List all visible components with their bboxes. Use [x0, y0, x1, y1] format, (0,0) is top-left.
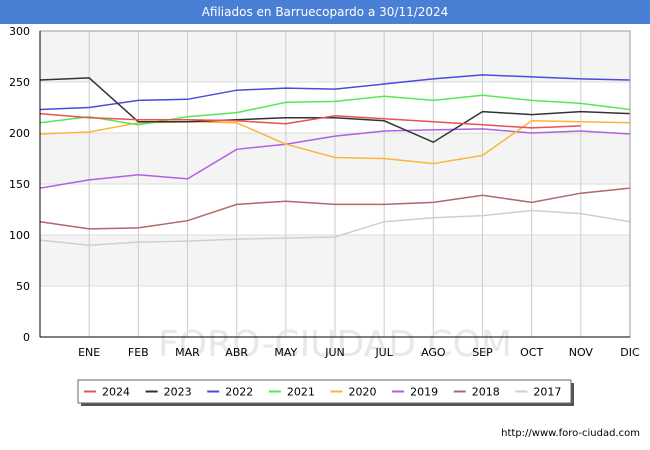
axes [39, 30, 631, 338]
legend-label-2024: 2024 [102, 386, 130, 399]
x-tick-label: ENE [78, 346, 100, 359]
x-tick-label: JUN [324, 346, 345, 359]
legend-label-2018: 2018 [472, 386, 500, 399]
legend-label-2021: 2021 [287, 386, 315, 399]
x-tick-label: FEB [128, 346, 149, 359]
series-line-2024 [39, 112, 581, 129]
y-tick-label: 300 [9, 25, 30, 38]
series-line-2019 [39, 128, 631, 189]
source-url[interactable]: http://www.foro-ciudad.com [501, 428, 640, 439]
series-line-2020 [39, 120, 631, 165]
legend: 2024 2023 2022 2021 2020 2019 2018 2017 [77, 379, 574, 406]
x-tick-label: JUL [374, 346, 393, 359]
y-tick-label: 100 [9, 229, 30, 242]
y-tick-label: 200 [9, 127, 30, 140]
chart-title: Afiliados en Barruecopardo a 30/11/2024 [0, 0, 650, 24]
x-tick-label: MAR [175, 346, 200, 359]
x-tick-label: OCT [520, 346, 543, 359]
x-tick-label: AGO [421, 346, 446, 359]
x-tick-labels: ENE FEB MAR ABR MAY JUN JUL AGO SEP OCT NOV DIC [78, 346, 640, 359]
series-lines [39, 74, 631, 246]
series-line-2018 [39, 187, 631, 230]
legend-label-2019: 2019 [410, 386, 438, 399]
series-line-2022 [39, 74, 631, 111]
legend-label-2022: 2022 [225, 386, 253, 399]
series-line-2023 [39, 77, 631, 144]
x-tick-label: SEP [472, 346, 493, 359]
y-tick-label: 50 [16, 280, 30, 293]
series-line-2021 [39, 94, 631, 126]
series-line-2017 [39, 209, 631, 246]
x-tick-label: DIC [620, 346, 640, 359]
y-tick-label: 0 [23, 331, 30, 344]
legend-label-2023: 2023 [164, 386, 192, 399]
y-tick-labels: 0 50 100 150 200 250 300 [9, 25, 30, 344]
watermark: FORO-CIUDAD.COM [158, 324, 512, 365]
legend-label-2020: 2020 [349, 386, 377, 399]
y-tick-label: 250 [9, 76, 30, 89]
legend-box [77, 379, 572, 404]
x-tick-label: MAY [274, 346, 297, 359]
x-tick-label: NOV [569, 346, 594, 359]
y-tick-label: 150 [9, 178, 30, 191]
x-tick-label: ABR [225, 346, 248, 359]
legend-label-2017: 2017 [533, 386, 561, 399]
